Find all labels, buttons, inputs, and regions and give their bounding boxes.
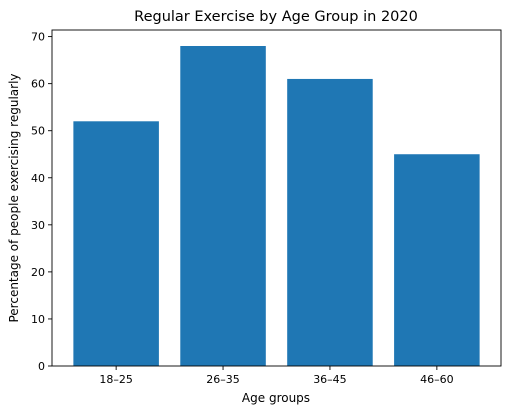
y-tick-label: 0 [38,360,45,373]
y-axis-label: Percentage of people exercising regularl… [7,73,21,322]
x-tick-label: 36–45 [313,373,347,386]
chart-title: Regular Exercise by Age Group in 2020 [134,9,418,25]
y-tick-label: 70 [31,31,45,44]
bar-2 [287,78,373,367]
x-tick-label: 46–60 [420,373,454,386]
x-tick-label: 18–25 [99,373,133,386]
y-tick-label: 50 [31,125,45,138]
y-tick-label: 60 [31,78,45,91]
bar-3 [394,154,480,366]
bar-1 [180,46,266,366]
plot-area: 0 10 20 30 40 50 60 70 18–25 26–35 36–45 46–60 [31,29,502,386]
y-tick-label: 30 [31,219,45,232]
y-tick-label: 20 [31,266,45,279]
x-tick-label: 26–35 [206,373,240,386]
x-axis-label: Age groups [242,391,310,405]
y-tick-label: 40 [31,172,45,185]
axes-frame [51,29,502,367]
y-tick-label: 10 [31,313,45,326]
bar-0 [73,121,159,366]
